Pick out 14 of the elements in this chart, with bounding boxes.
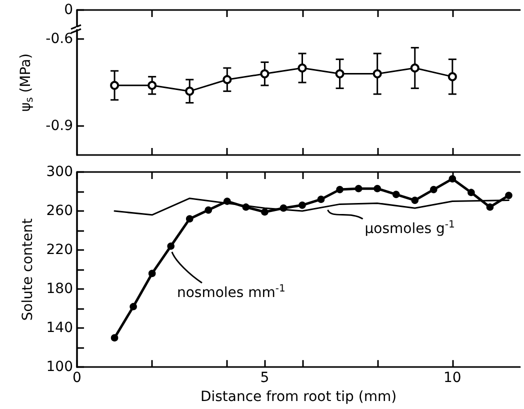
x-tick-label: 10 [444,370,462,386]
y-tick-label: -0.9 [46,118,73,134]
y-axis-title: Solute content [20,218,36,321]
y-tick-label: 300 [46,164,73,180]
y-tick-label: 180 [46,281,73,298]
x-axis-title: Distance from root tip (mm) [200,389,397,405]
y-tick-label: -0.6 [46,31,74,47]
y-tick-label: 100 [46,359,73,376]
y-tick-label: 220 [46,242,73,258]
y-tick-label: 260 [46,203,73,220]
y-tick-label: 0 [64,2,73,18]
y-axis-title: ψs (MPa) [18,53,36,112]
y-tick-label: 140 [46,320,73,336]
x-tick-label: 5 [260,370,270,386]
